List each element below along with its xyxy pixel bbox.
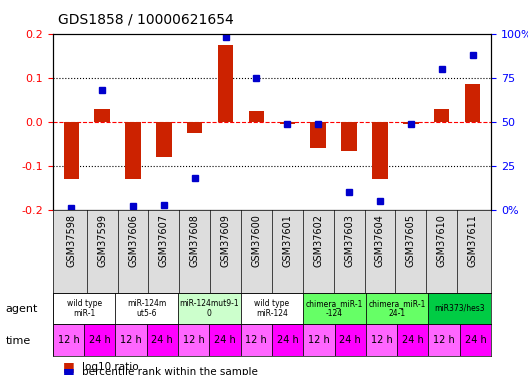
Bar [465,84,480,122]
Text: 24 h: 24 h [465,335,486,345]
Text: miR-124m
ut5-6: miR-124m ut5-6 [127,299,166,318]
FancyBboxPatch shape [303,324,335,356]
Bar [403,122,419,124]
Bar [280,122,295,124]
Text: time: time [5,336,31,345]
Text: GSM37599: GSM37599 [97,214,107,267]
Text: GSM37598: GSM37598 [67,214,77,267]
Text: miR373/hes3: miR373/hes3 [435,304,485,313]
FancyBboxPatch shape [84,324,116,356]
Text: GSM37602: GSM37602 [313,214,323,267]
Text: 24 h: 24 h [152,335,173,345]
Text: 12 h: 12 h [120,335,142,345]
Text: 12 h: 12 h [308,335,330,345]
FancyBboxPatch shape [366,292,428,324]
Text: chimera_miR-1
24-1: chimera_miR-1 24-1 [369,299,426,318]
Text: GSM37605: GSM37605 [406,214,416,267]
Text: GSM37600: GSM37600 [251,214,261,267]
FancyBboxPatch shape [53,324,84,356]
FancyBboxPatch shape [272,324,303,356]
Bar [95,109,110,122]
Text: 12 h: 12 h [433,335,455,345]
Text: agent: agent [5,304,37,313]
Text: 24 h: 24 h [89,335,111,345]
FancyBboxPatch shape [116,324,147,356]
FancyBboxPatch shape [428,292,491,324]
Text: miR-124mut9-1
0: miR-124mut9-1 0 [180,299,239,318]
Text: 24 h: 24 h [277,335,298,345]
FancyBboxPatch shape [209,324,241,356]
FancyBboxPatch shape [428,324,460,356]
FancyBboxPatch shape [178,292,241,324]
Text: GSM37603: GSM37603 [344,214,354,267]
FancyBboxPatch shape [53,292,116,324]
Text: GSM37606: GSM37606 [128,214,138,267]
Text: GSM37608: GSM37608 [190,214,200,267]
Text: 12 h: 12 h [246,335,267,345]
FancyBboxPatch shape [366,324,397,356]
FancyBboxPatch shape [241,292,303,324]
Text: GSM37604: GSM37604 [375,214,385,267]
FancyBboxPatch shape [241,324,272,356]
Bar [342,122,357,150]
Text: 24 h: 24 h [402,335,423,345]
Bar [310,122,326,148]
Bar [125,122,141,179]
Text: GSM37610: GSM37610 [437,214,447,267]
Bar [434,109,449,122]
Text: 24 h: 24 h [214,335,236,345]
Bar [249,111,264,122]
Bar [156,122,172,157]
FancyBboxPatch shape [303,292,366,324]
FancyBboxPatch shape [335,324,366,356]
FancyBboxPatch shape [460,324,491,356]
Text: wild type
miR-1: wild type miR-1 [67,299,102,318]
Text: ■: ■ [63,360,75,373]
Bar [187,122,202,133]
Bar [372,122,388,179]
Text: GSM37601: GSM37601 [282,214,293,267]
Text: chimera_miR-1
-124: chimera_miR-1 -124 [306,299,363,318]
Text: wild type
miR-124: wild type miR-124 [254,299,289,318]
FancyBboxPatch shape [397,324,428,356]
Text: 12 h: 12 h [183,335,204,345]
Text: log10 ratio: log10 ratio [82,362,138,372]
Text: percentile rank within the sample: percentile rank within the sample [82,368,258,375]
Bar [63,122,79,179]
Text: GSM37611: GSM37611 [467,214,477,267]
Text: 12 h: 12 h [58,335,79,345]
Text: GDS1858 / 10000621654: GDS1858 / 10000621654 [58,12,234,26]
Text: ■: ■ [63,366,75,375]
Bar [218,45,233,122]
FancyBboxPatch shape [116,292,178,324]
Text: GSM37609: GSM37609 [221,214,231,267]
Text: 12 h: 12 h [371,335,392,345]
Text: GSM37607: GSM37607 [159,214,169,267]
Text: 24 h: 24 h [340,335,361,345]
FancyBboxPatch shape [178,324,209,356]
FancyBboxPatch shape [147,324,178,356]
